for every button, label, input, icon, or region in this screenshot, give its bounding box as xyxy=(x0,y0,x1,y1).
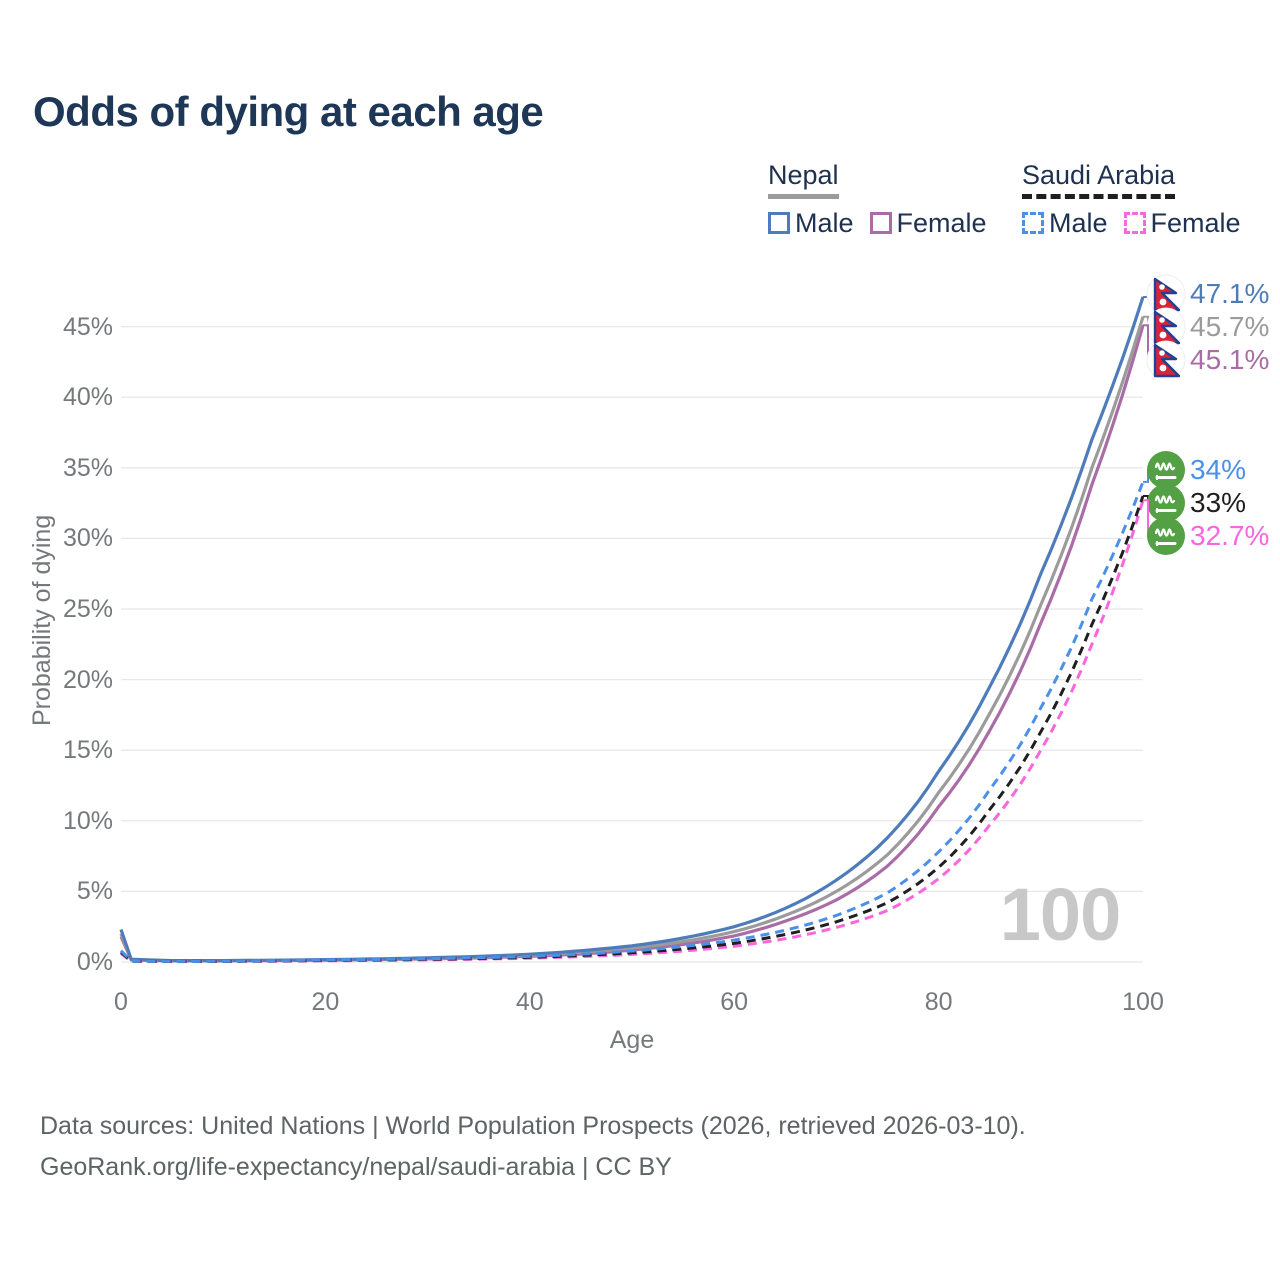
page-title: Odds of dying at each age xyxy=(33,88,544,135)
series-line-nepal_male xyxy=(119,296,1145,963)
x-tick-label: 20 xyxy=(311,988,340,1016)
end-value-label-nepal_male: 47.1% xyxy=(1190,278,1270,309)
x-tick-label: 100 xyxy=(1122,988,1164,1016)
y-tick-label: 40% xyxy=(62,383,113,412)
y-tick-label: 45% xyxy=(62,312,113,341)
legend-item-label: Female xyxy=(1150,208,1241,238)
x-tick-label: 0 xyxy=(114,988,128,1016)
legend-group-nepal: Nepal Male Female xyxy=(768,160,987,238)
age-watermark: 100 xyxy=(999,873,1121,956)
legend-item-label: Male xyxy=(795,208,854,238)
legend-item-label: Male xyxy=(1049,208,1108,238)
x-tick-label: 80 xyxy=(924,988,953,1016)
saudi-arabia-flag-icon xyxy=(1147,451,1185,489)
legend-country-nepal: Nepal xyxy=(768,160,839,199)
saudi-male-swatch-icon[interactable] xyxy=(1022,212,1044,234)
x-tick-label: 60 xyxy=(720,988,749,1016)
legend-item-label: Female xyxy=(896,208,987,238)
series-line-saudi_male xyxy=(119,481,1145,963)
y-tick-label: 30% xyxy=(62,524,113,553)
end-value-label-nepal_both: 45.7% xyxy=(1190,311,1270,342)
saudi-female-swatch-icon[interactable] xyxy=(1123,212,1146,234)
end-value-label-nepal_female: 45.1% xyxy=(1190,344,1270,375)
x-tick-label: 40 xyxy=(515,988,544,1016)
y-tick-label: 25% xyxy=(62,595,113,623)
end-value-label-saudi_both: 33% xyxy=(1190,487,1247,518)
nepal-female-swatch-icon[interactable] xyxy=(869,212,892,234)
saudi-arabia-flag-icon xyxy=(1147,484,1185,522)
footer: Data sources: United Nations | World Pop… xyxy=(40,1106,1026,1188)
series-line-nepal_both xyxy=(119,316,1145,963)
nepal-male-swatch-icon[interactable] xyxy=(768,212,790,234)
x-axis-title: Age xyxy=(609,1026,655,1054)
y-tick-label: 35% xyxy=(62,453,113,482)
end-value-label-saudi_female: 32.7% xyxy=(1190,520,1270,551)
nepal-flag-icon xyxy=(1146,340,1186,380)
footer-attribution-link[interactable]: GeoRank.org/life-expectancy/nepal/saudi-… xyxy=(40,1153,672,1181)
series-line-saudi_both xyxy=(120,495,1145,963)
nepal-flag-icon xyxy=(1146,274,1186,314)
legend-item-saudi-female[interactable]: Female xyxy=(1123,208,1241,238)
y-tick-label: 0% xyxy=(76,948,113,976)
y-tick-label: 5% xyxy=(76,877,113,906)
nepal-flag-icon xyxy=(1146,307,1186,347)
y-tick-label: 20% xyxy=(62,665,113,694)
legend-group-saudi-arabia: Saudi Arabia Male Female xyxy=(1022,160,1241,238)
series-line-nepal_female xyxy=(119,324,1145,963)
legend-item-nepal-female[interactable]: Female xyxy=(869,208,987,238)
legend-item-nepal-male[interactable]: Male xyxy=(768,208,854,238)
y-tick-label: 10% xyxy=(62,806,113,835)
legend-country-saudi-arabia: Saudi Arabia xyxy=(1022,160,1176,199)
saudi-arabia-flag-icon xyxy=(1147,517,1185,555)
y-tick-label: 15% xyxy=(62,736,113,765)
legend-item-saudi-male[interactable]: Male xyxy=(1022,208,1108,238)
end-value-label-saudi_male: 34% xyxy=(1190,454,1247,485)
footer-data-sources: Data sources: United Nations | World Pop… xyxy=(40,1112,1026,1140)
